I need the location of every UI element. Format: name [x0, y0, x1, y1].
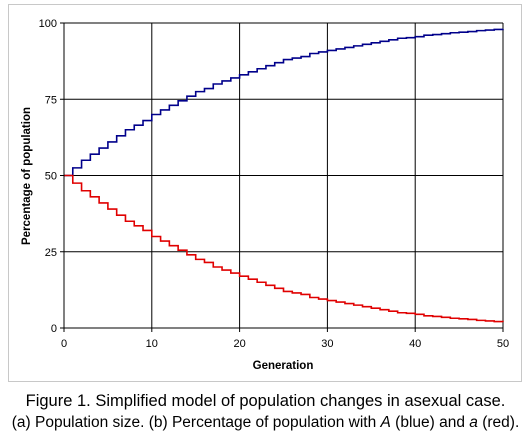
- y-tick-label: 75: [45, 94, 57, 106]
- y-tick-label: 100: [39, 18, 57, 30]
- axes: 0 10 20 30 40 50 0 25 50 75 100: [39, 18, 509, 350]
- y-tick-label: 50: [45, 171, 57, 183]
- x-axis-label: Generation: [253, 360, 314, 372]
- series-layer: [64, 28, 504, 323]
- caption-allele-A: A: [380, 414, 391, 431]
- figure-caption-line-2: (a) Population size. (b) Percentage of p…: [0, 414, 531, 432]
- figure-frame: [8, 4, 522, 382]
- y-axis-label: Percentage of population: [21, 107, 33, 245]
- chart: 0 10 20 30 40 50 0 25 50 75 100 Generation Percent…: [21, 18, 509, 372]
- x-tick-label: 20: [233, 338, 245, 350]
- y-tick-label: 0: [51, 323, 57, 335]
- series-line-1: [64, 174, 504, 323]
- x-tick-label: 0: [61, 338, 67, 350]
- caption-text: (red).: [477, 414, 520, 431]
- grid: [64, 22, 504, 328]
- x-tick-label: 30: [321, 338, 333, 350]
- caption-allele-a: a: [469, 414, 478, 431]
- figure-caption-line-1: Figure 1. Simplified model of population…: [25, 392, 506, 410]
- x-tick-label: 50: [497, 338, 509, 350]
- caption-text: (blue) and: [390, 414, 470, 431]
- series-line-0: [64, 28, 504, 177]
- caption-text: (a) Population size. (b) Percentage of p…: [11, 414, 381, 431]
- x-tick-label: 10: [146, 338, 158, 350]
- x-tick-label: 40: [409, 338, 421, 350]
- y-tick-label: 25: [45, 247, 57, 259]
